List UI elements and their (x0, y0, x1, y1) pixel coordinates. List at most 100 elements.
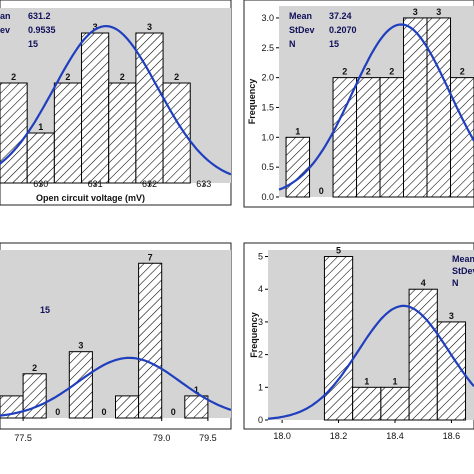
bar-count-label: 0 (55, 407, 60, 417)
bar-count-label: 3 (93, 22, 98, 32)
normal-fit-curve (278, 23, 474, 191)
x-tick-label: 633 (196, 179, 211, 189)
x-axis-label: Open circuit voltage (mV) (36, 193, 145, 203)
histogram-bar (379, 77, 405, 198)
y-axis-label: Frequency (249, 312, 259, 358)
stats-label: StDev (289, 25, 315, 35)
y-tick-label: 3.0 (261, 13, 274, 23)
bar-count-label: 0 (171, 407, 176, 417)
histogram-bar (68, 351, 93, 419)
normal-fit-curve (267, 304, 474, 420)
bar-count-label: 2 (174, 72, 179, 82)
bar-count-label: 1 (194, 385, 199, 395)
bottom-left-panel: 2 0 3 0 7 0 1 77.5 79.0 79.5 15 (0, 242, 232, 443)
x-tick-label: 18.4 (386, 431, 404, 441)
histogram-bar (352, 386, 382, 421)
bar-count-label: 3 (436, 7, 441, 17)
stats-label: N (289, 39, 296, 49)
bar-count-label: 2 (32, 363, 37, 373)
histogram-bar (115, 395, 140, 419)
y-tick-label: 1 (258, 382, 263, 392)
bar-count-label: 2 (65, 72, 70, 82)
bar-count-label: 2 (120, 72, 125, 82)
histogram-bar (380, 386, 410, 421)
x-tick-label: 631 (88, 179, 103, 189)
bar-count-label: 7 (148, 252, 153, 262)
x-tick-label: 79.0 (153, 433, 171, 443)
x-tick-label: 18.6 (443, 431, 461, 441)
y-tick-label: 1.5 (261, 102, 274, 112)
bar-count-label: 2 (389, 67, 394, 77)
histogram-bar (138, 262, 163, 419)
y-axis-label: Frequency (247, 79, 257, 125)
normal-fit-curve (0, 24, 232, 176)
bar-count-label: 4 (421, 278, 426, 288)
bar-count-label: 3 (147, 22, 152, 32)
x-tick-label: 18.2 (330, 431, 348, 441)
histogram-bar (408, 288, 438, 421)
bottom-right-panel: 5 1 1 4 3 18.0 18.2 18.4 18.6 0 1 2 3 4 5 Frequency Mean… (243, 242, 474, 441)
top-left-panel: 2 1 2 3 2 3 2 630 631 632 633 Open circuit voltage … (0, 0, 232, 206)
stats-value: 37.24 (329, 11, 352, 21)
bar-count-label: 5 (336, 246, 341, 256)
top-right-panel: 1 0 2 2 2 3 3 2 0.0 0.5 1.0 1.5 2.0 2.5 3.0 Frequency Me… (243, 0, 474, 208)
bar-count-label: 1 (38, 122, 43, 132)
y-tick-label: 0 (258, 415, 263, 425)
y-tick-label: 2.0 (261, 73, 274, 83)
bar-count-label: 2 (460, 67, 465, 77)
x-tick-label: 18.0 (273, 431, 291, 441)
y-tick-label: 1.0 (261, 132, 274, 142)
stats-value: 0.2070 (329, 25, 357, 35)
stats-label: an (0, 11, 11, 21)
bar-count-label: 3 (78, 341, 83, 351)
histogram-bar (403, 17, 428, 198)
histogram-bar (450, 77, 474, 198)
stats-label: ev (0, 25, 10, 35)
x-tick-label: 79.5 (199, 433, 217, 443)
histogram-bar (332, 77, 358, 198)
y-tick-label: 2 (258, 350, 263, 360)
bar-count-label: 0 (101, 407, 106, 417)
bar-count-label: 0 (319, 186, 324, 196)
bar-count-label: 2 (11, 72, 16, 82)
x-tick-label: 630 (33, 179, 48, 189)
stats-value: 15 (329, 39, 339, 49)
y-tick-label: 0.5 (261, 162, 274, 172)
y-tick-label: 4 (258, 284, 263, 294)
stats-value: 0.9535 (28, 25, 56, 35)
stats-value: 15 (40, 305, 50, 315)
x-tick-label: 77.5 (14, 433, 32, 443)
bar-count-label: 3 (449, 311, 454, 321)
stats-label: N (452, 278, 459, 288)
bar-count-label: 2 (342, 67, 347, 77)
histogram-bar (26, 132, 55, 184)
histogram-bar (323, 256, 354, 421)
histogram-bar (184, 395, 209, 419)
histogram-bar (81, 32, 110, 184)
normal-fit-curve (0, 356, 232, 417)
stats-label: Mean (452, 254, 474, 264)
stats-label: Mean (289, 11, 312, 21)
bar-count-label: 1 (364, 376, 369, 386)
y-tick-label: 5 (258, 252, 263, 262)
histogram-bar (356, 77, 381, 198)
bar-count-label: 3 (413, 7, 418, 17)
histogram-bar (426, 17, 452, 198)
x-tick-label: 632 (142, 179, 157, 189)
bar-count-label: 1 (392, 376, 397, 386)
histogram-bar (0, 82, 28, 184)
histogram-bar (22, 373, 47, 419)
histogram-bar (162, 82, 191, 184)
y-tick-label: 2.5 (261, 43, 274, 53)
y-tick-label: 0.0 (261, 192, 274, 202)
stats-label: StDev (452, 266, 474, 276)
bar-count-label: 2 (366, 67, 371, 77)
stats-value: 631.2 (28, 11, 51, 21)
histogram-bar (108, 82, 137, 184)
y-tick-label: 3 (258, 317, 263, 327)
stats-value: 15 (28, 39, 38, 49)
histogram-bar (53, 82, 83, 184)
bar-count-label: 1 (295, 126, 300, 136)
histogram-bar (285, 136, 311, 198)
